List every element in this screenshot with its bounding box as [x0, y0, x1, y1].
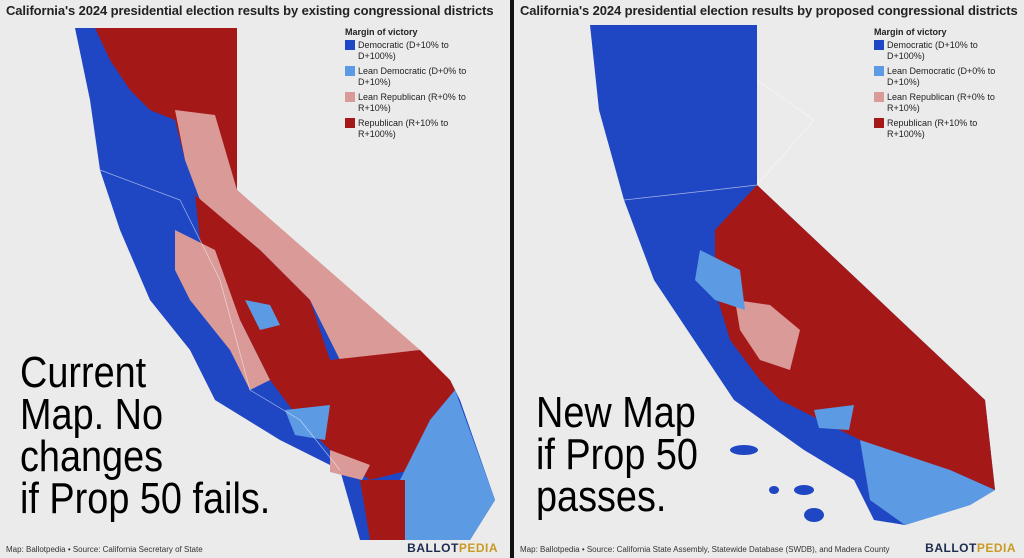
legend-title: Margin of victory [345, 27, 418, 37]
legend-item: Democratic (D+10% to D+100%) [874, 40, 1014, 62]
logo-part: PEDIA [458, 541, 498, 555]
legend: Margin of victory Democratic (D+10% to D… [874, 27, 1014, 144]
legend: Margin of victory Democratic (D+10% to D… [345, 27, 485, 144]
source-note: Map: Ballotpedia • Source: California St… [520, 545, 890, 554]
district-border [99, 169, 341, 471]
map-existing [75, 28, 495, 540]
district-region [195, 195, 455, 480]
island [769, 486, 779, 494]
island [804, 508, 824, 522]
logo: BALLOTPEDIA [407, 541, 498, 555]
overlay-caption: New Map if Prop 50 passes. [536, 388, 698, 521]
legend-label: Democratic (D+10% to D+100%) [887, 40, 978, 61]
legend-item: Lean Democratic (D+0% to D+10%) [874, 66, 1014, 88]
district-region [735, 300, 800, 370]
legend-item: Lean Republican (R+0% to R+10%) [874, 92, 1014, 114]
district-region [400, 390, 495, 540]
legend-item: Lean Republican (R+0% to R+10%) [345, 92, 485, 114]
logo: BALLOTPEDIA [925, 541, 1016, 555]
logo-part: BALLOT [925, 541, 977, 555]
panel-existing: California's 2024 presidential election … [0, 0, 510, 558]
legend-label: Republican (R+10% to R+100%) [887, 118, 978, 139]
overlay-caption: Current Map. No changes if Prop 50 fails… [20, 348, 271, 523]
legend-item: Democratic (D+10% to D+100%) [345, 40, 485, 62]
caption-line: if Prop 50 fails. [20, 474, 271, 523]
logo-part: PEDIA [976, 541, 1016, 555]
map-title: California's 2024 presidential election … [520, 3, 1018, 18]
map-proposed [590, 25, 995, 525]
district-region [245, 300, 280, 330]
map-title: California's 2024 presidential election … [6, 3, 494, 18]
district-region [814, 405, 854, 430]
district-region [175, 110, 420, 360]
island [730, 445, 758, 455]
caption-line: passes. [536, 472, 667, 521]
caption-line: if Prop 50 [536, 430, 698, 479]
caption-line: Map. No [20, 390, 164, 439]
district-region [175, 230, 270, 390]
district-border [623, 79, 815, 201]
legend-label: Lean Democratic (D+0% to D+10%) [887, 66, 996, 87]
legend-item: Republican (R+10% to R+100%) [345, 118, 485, 140]
district-region [715, 185, 995, 490]
caption-line: New Map [536, 388, 696, 437]
caption-line: changes [20, 432, 164, 481]
legend-label: Lean Republican (R+0% to R+10%) [358, 92, 466, 113]
district-region [860, 440, 995, 525]
district-region [330, 450, 370, 480]
legend-label: Lean Republican (R+0% to R+10%) [887, 92, 995, 113]
legend-item: Republican (R+10% to R+100%) [874, 118, 1014, 140]
district-region [285, 405, 330, 440]
legend-item: Lean Democratic (D+0% to D+10%) [345, 66, 485, 88]
legend-label: Democratic (D+10% to D+100%) [358, 40, 449, 61]
legend-title: Margin of victory [874, 27, 947, 37]
legend-label: Lean Democratic (D+0% to D+10%) [358, 66, 467, 87]
logo-part: BALLOT [407, 541, 459, 555]
district-region [695, 250, 745, 310]
legend-label: Republican (R+10% to R+100%) [358, 118, 449, 139]
island [794, 485, 814, 495]
source-note: Map: Ballotpedia • Source: California Se… [6, 545, 203, 554]
panel-proposed: California's 2024 presidential election … [514, 0, 1024, 558]
caption-line: Current [20, 348, 147, 397]
district-region [360, 480, 405, 540]
